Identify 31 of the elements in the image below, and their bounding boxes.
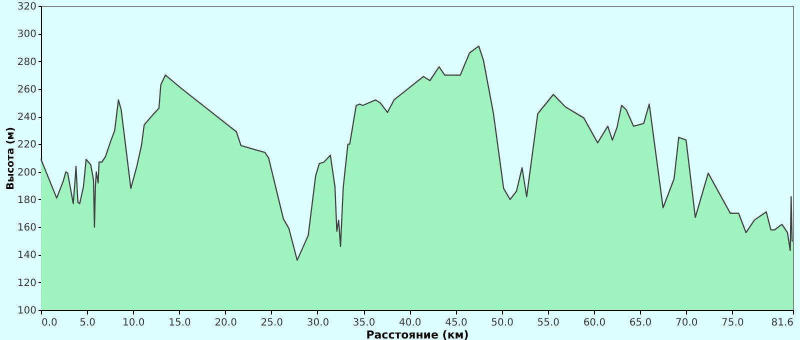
x-tick-label: 0.0 [42, 318, 58, 328]
y-tick-label: 240 [17, 112, 36, 124]
x-tick-label: 60.0 [583, 318, 606, 328]
x-tick-label: 50.0 [491, 318, 514, 328]
y-tick-label: 300 [17, 29, 36, 40]
y-tick-label: 320 [17, 2, 36, 12]
x-tick-label: 25.0 [260, 318, 284, 328]
y-tick-label: 160 [17, 222, 36, 234]
y-tick-label: 200 [17, 167, 36, 178]
x-tick-label: 75.0 [722, 318, 744, 328]
y-tick-label: 180 [17, 194, 36, 206]
y-tick-label: 220 [17, 140, 36, 151]
x-tick-label: 35.0 [352, 318, 376, 328]
x-tick-label: 70.0 [675, 318, 698, 328]
x-tick-label: 45.0 [445, 318, 468, 328]
x-tick-label: 20.0 [214, 318, 237, 328]
x-tick-label: 65.0 [629, 318, 652, 328]
x-tick-label: 15.0 [168, 318, 191, 328]
x-axis-title: Расстояние (км) [366, 328, 469, 340]
x-tick-label: 30.0 [306, 318, 330, 328]
y-tick-label: 100 [17, 306, 36, 316]
x-tick-label: 40.0 [398, 318, 422, 328]
x-tick-label: 55.0 [537, 318, 560, 328]
x-tick-label: 10.0 [122, 318, 145, 328]
y-axis-title: Высота (м) [5, 127, 16, 190]
y-tick-label: 140 [17, 250, 36, 262]
x-tick-label: 81.6 [771, 318, 794, 328]
y-tick-label: 280 [17, 56, 36, 68]
x-tick-label: 5.0 [80, 318, 96, 328]
y-tick-label: 260 [17, 84, 36, 96]
y-tick-label: 120 [17, 278, 36, 289]
